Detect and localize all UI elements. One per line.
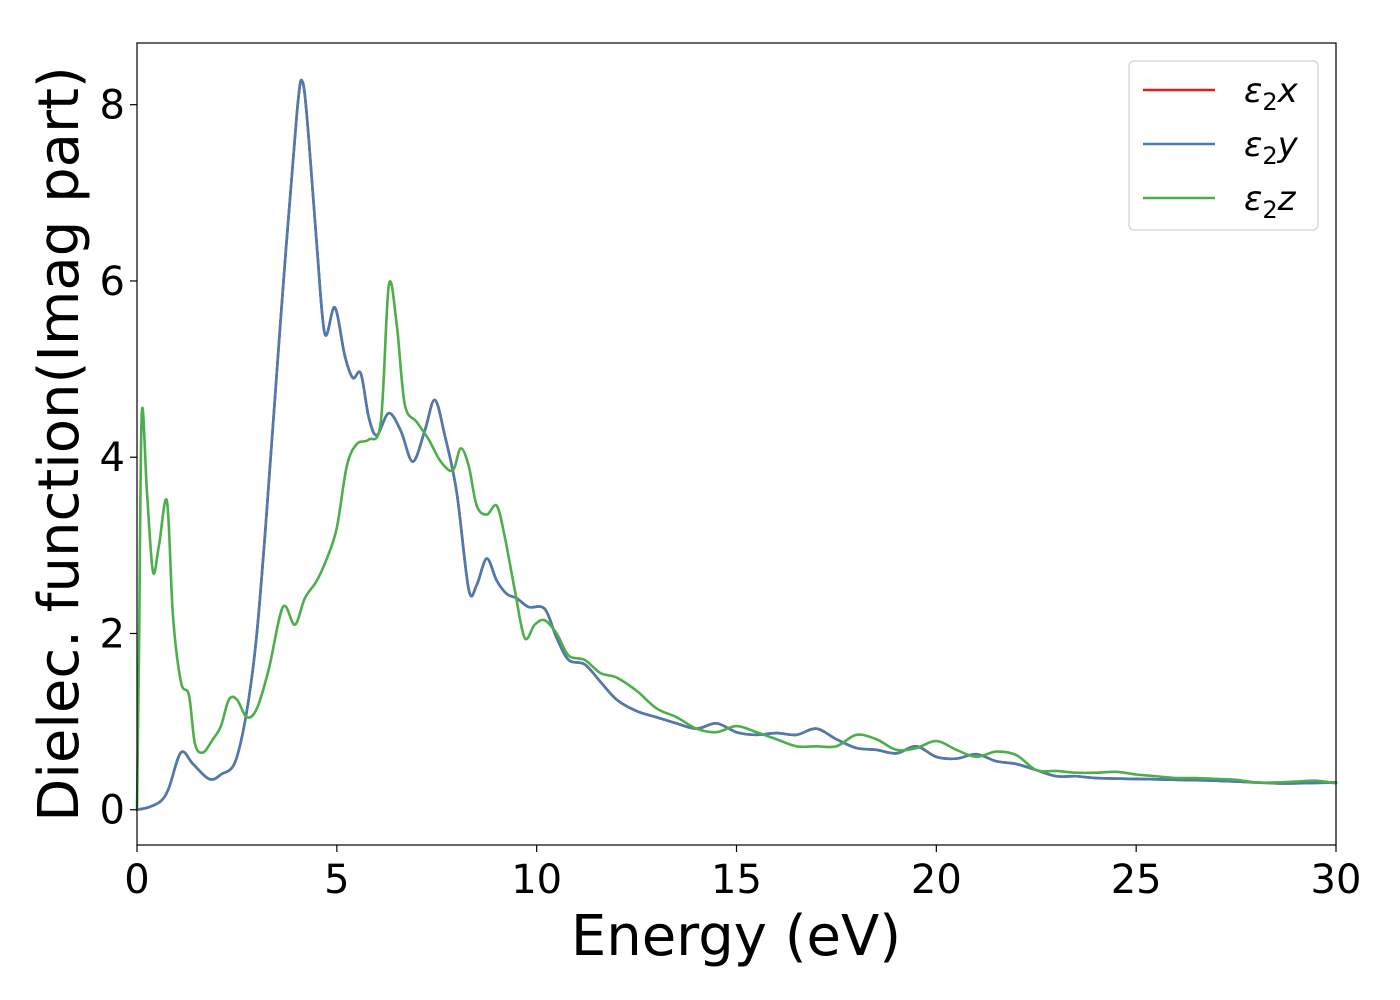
x-tick-label: 10 — [511, 857, 562, 903]
legend: ε2x ε2y ε2z — [1128, 60, 1319, 231]
x-tick-label: 0 — [124, 857, 149, 903]
x-tick-label: 30 — [1311, 857, 1362, 903]
legend-box — [1128, 60, 1319, 231]
y-tick-label: 2 — [100, 611, 125, 657]
y-tick-label: 4 — [100, 435, 125, 481]
legend-label-eps2z: ε2z — [1244, 179, 1297, 224]
legend-label-eps2y: ε2y — [1244, 125, 1299, 170]
y-axis-label: Dielec. function(Imag part) — [27, 66, 92, 822]
x-axis-label: Energy (eV) — [571, 904, 901, 969]
y-axis-ticks: 0 2 4 6 8 — [100, 83, 137, 834]
legend-label-eps2x: ε2x — [1244, 71, 1299, 116]
x-tick-label: 20 — [911, 857, 962, 903]
series-line-eps2z — [135, 280, 1338, 812]
x-axis-ticks: 0 5 10 15 20 25 30 — [124, 845, 1361, 903]
x-tick-label: 15 — [711, 857, 762, 903]
x-tick-label: 25 — [1111, 857, 1162, 903]
series-layer — [135, 78, 1338, 812]
y-tick-label: 8 — [100, 83, 125, 129]
y-tick-label: 0 — [100, 788, 125, 834]
y-tick-label: 6 — [100, 259, 125, 305]
x-tick-label: 5 — [324, 857, 349, 903]
